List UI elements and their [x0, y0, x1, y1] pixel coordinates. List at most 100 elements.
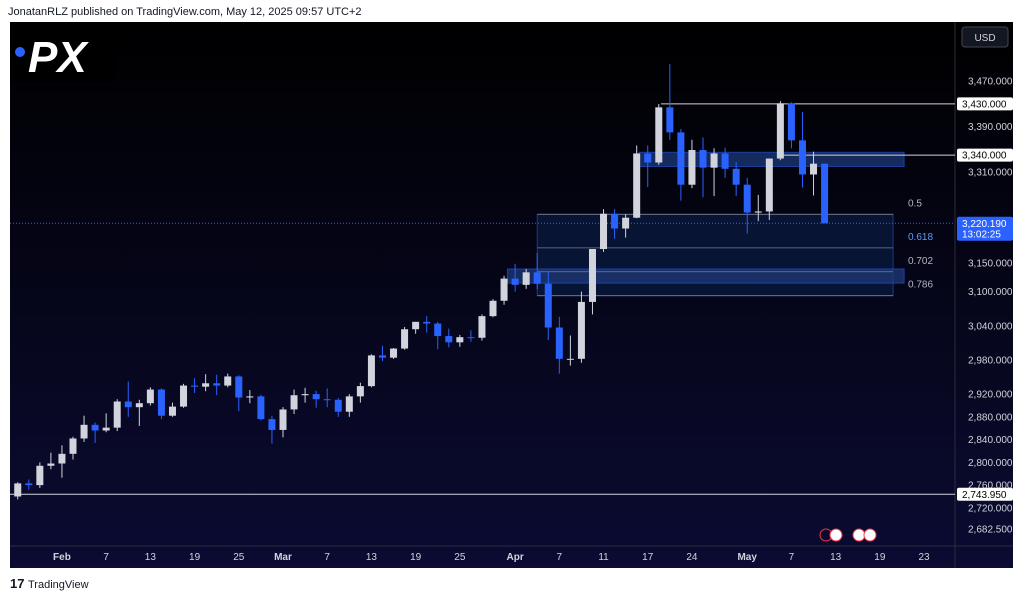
candle-body: [246, 396, 254, 398]
x-tick-label: 7: [789, 552, 795, 563]
price-label-box: [957, 487, 1013, 501]
candle-body: [47, 463, 55, 466]
candle-body: [478, 316, 486, 338]
event-icon: [829, 528, 843, 542]
x-tick-label: 25: [454, 552, 466, 563]
x-tick-label: 13: [145, 552, 157, 563]
candle-body: [600, 213, 608, 250]
candle-body: [765, 158, 773, 212]
y-tick-label: 2,980.000: [968, 355, 1013, 366]
candle-body: [489, 300, 497, 317]
candle-body: [644, 153, 652, 163]
fib-label: 0.618: [908, 232, 933, 243]
candle-body: [666, 107, 674, 133]
currency-button[interactable]: [961, 26, 1009, 48]
candle-body: [776, 103, 784, 159]
candle-body: [80, 424, 88, 439]
y-tick-label: 2,800.000: [968, 458, 1013, 469]
event-icons: [819, 528, 877, 542]
x-tick-label: 7: [103, 552, 109, 563]
x-tick-label: Mar: [274, 552, 292, 563]
candle-body: [555, 327, 563, 359]
price-label: 3,340.000: [962, 151, 1007, 162]
y-tick-label: 3,100.000: [968, 287, 1013, 298]
candle-body: [611, 213, 619, 229]
candle-body: [533, 272, 541, 284]
footer: TradingView: [28, 579, 89, 591]
candle-body: [257, 396, 265, 420]
candle-body: [390, 348, 398, 358]
candle-body: [511, 278, 519, 285]
fib-label: 0.5: [908, 198, 922, 209]
candle-body: [633, 153, 641, 218]
y-tick-label: 2,760.000: [968, 481, 1013, 492]
candle-body: [743, 184, 751, 213]
price-label: 3,220.190: [962, 219, 1007, 230]
candle-body: [522, 272, 530, 285]
candle-body: [378, 355, 386, 358]
candle-body: [224, 376, 232, 386]
candle-body: [423, 321, 431, 324]
event-icon: [852, 528, 866, 542]
y-tick-label: 3,470.000: [968, 77, 1013, 88]
logo-box: [10, 22, 116, 82]
x-tick-label: 23: [918, 552, 930, 563]
x-tick-label: 7: [557, 552, 563, 563]
fib-label: 0.702: [908, 256, 933, 267]
candle-body: [500, 278, 508, 301]
candle-body: [367, 355, 375, 387]
candle-body: [312, 394, 320, 400]
candle-body: [191, 385, 199, 387]
candle-body: [445, 336, 453, 343]
price-label: 2,743.950: [962, 490, 1007, 501]
candle-body: [235, 376, 243, 398]
candle-body: [655, 107, 663, 163]
candle-body: [146, 389, 154, 404]
zone: [506, 268, 905, 284]
x-tick-label: 7: [324, 552, 330, 563]
candle-body: [467, 337, 475, 339]
candle-body: [91, 424, 99, 431]
price-label-box: [957, 148, 1013, 162]
candle-body: [124, 401, 132, 408]
candle-body: [721, 153, 729, 169]
candle-body: [434, 323, 442, 337]
candle-body: [710, 153, 718, 168]
y-tick-label: 3,040.000: [968, 321, 1013, 332]
candle-body: [202, 383, 210, 387]
candle-body: [732, 168, 740, 185]
candle-body: [699, 150, 707, 168]
x-tick-label: 17: [642, 552, 654, 563]
y-tick-label: 2,880.000: [968, 412, 1013, 423]
x-tick-label: Apr: [506, 552, 523, 563]
candle-body: [356, 386, 364, 397]
price-label-box: [957, 216, 1013, 241]
candle-body: [135, 403, 143, 408]
x-tick-label: 13: [830, 552, 842, 563]
y-tick-label: 2,920.000: [968, 390, 1013, 401]
candle-body: [213, 383, 221, 386]
candle-body: [810, 163, 818, 175]
candle-body: [334, 399, 342, 412]
candle-body: [279, 409, 287, 430]
y-tick-label: 3,310.000: [968, 168, 1013, 179]
x-tick-label: 11: [598, 552, 609, 563]
candle-body: [168, 406, 176, 416]
event-icon: [863, 528, 877, 542]
candle-body: [798, 140, 806, 175]
x-tick-label: Feb: [53, 552, 71, 563]
y-tick-label: 3,150.000: [968, 259, 1013, 270]
candle-body: [102, 427, 110, 431]
x-tick-label: 13: [366, 552, 378, 563]
footer-logo-mark: 17: [10, 576, 24, 591]
x-tick-label: May: [737, 552, 757, 563]
candle-body: [577, 301, 585, 359]
x-tick-label: 19: [410, 552, 422, 563]
candle-body: [821, 163, 829, 224]
countdown-label: 13:02:25: [962, 229, 1001, 240]
candle-body: [69, 438, 77, 454]
candle-body: [58, 453, 66, 464]
fib-label: 0.786: [908, 280, 933, 291]
